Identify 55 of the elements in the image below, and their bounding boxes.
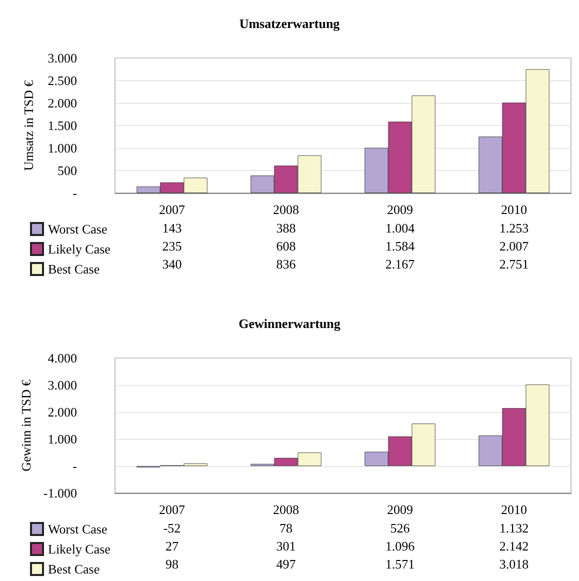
y-tick-label: 1.000 <box>48 140 77 156</box>
data-label: 2.167 <box>385 256 416 272</box>
data-label: 2.007 <box>499 238 530 254</box>
data-label: 608 <box>276 238 296 254</box>
data-label: 388 <box>276 220 296 236</box>
y-tick-label: 2.500 <box>48 73 77 88</box>
chart-title: Umsatzerwartung <box>239 16 340 31</box>
y-axis-title: Gewinn in TSD € <box>18 379 34 472</box>
legend-label: Worst Case <box>48 222 108 236</box>
data-label: 1.096 <box>385 538 416 554</box>
data-label: 1.004 <box>385 220 416 236</box>
data-label: 143 <box>162 220 182 236</box>
legend-label: Worst Case <box>48 522 108 536</box>
data-label: 3.018 <box>499 556 529 572</box>
data-label: 2.751 <box>499 256 529 272</box>
y-tick-label: 1.500 <box>48 118 77 133</box>
x-tick-label: 2010 <box>501 502 527 517</box>
y-tick-label: - <box>72 458 77 474</box>
data-label: 1.571 <box>385 556 415 572</box>
chart-title: Gewinnerwartung <box>238 316 341 331</box>
y-tick-label: 1.000 <box>48 432 77 446</box>
y-tick-label: -1.000 <box>43 486 77 500</box>
data-label: 836 <box>276 256 296 272</box>
data-label: 1.253 <box>499 220 529 236</box>
y-axis-title: Umsatz in TSD € <box>21 80 36 171</box>
y-tick-label: 3.000 <box>48 50 77 66</box>
data-label: 1.132 <box>499 520 529 536</box>
data-label: 526 <box>390 520 410 536</box>
data-label: 340 <box>162 256 182 272</box>
x-tick-label: 2010 <box>501 202 527 217</box>
y-tick-label: - <box>72 186 77 200</box>
x-tick-label: 2008 <box>273 502 299 517</box>
data-label: 78 <box>280 520 292 536</box>
y-tick-label: 2.000 <box>48 96 77 110</box>
x-tick-label: 2008 <box>273 202 299 217</box>
data-label: 235 <box>162 238 182 254</box>
x-tick-label: 2009 <box>387 502 413 517</box>
x-tick-label: 2007 <box>159 502 186 517</box>
y-tick-label: 2.000 <box>48 404 77 420</box>
data-label: 301 <box>276 538 296 554</box>
data-label: -52 <box>163 520 181 536</box>
legend-label: Likely Case <box>48 242 111 256</box>
legend-label: Best Case <box>48 562 100 576</box>
data-label: 27 <box>166 538 179 554</box>
legend-label: Likely Case <box>48 542 111 556</box>
data-label: 98 <box>166 556 178 572</box>
y-tick-label: 3.000 <box>48 378 77 392</box>
y-tick-label: 4.000 <box>48 350 77 366</box>
x-tick-label: 2007 <box>159 202 186 217</box>
y-tick-label: 500 <box>58 163 77 178</box>
x-tick-label: 2009 <box>387 202 413 217</box>
data-label: 497 <box>276 556 296 572</box>
data-label: 2.142 <box>499 538 529 554</box>
data-label: 1.584 <box>385 238 416 254</box>
legend-label: Best Case <box>48 262 100 276</box>
